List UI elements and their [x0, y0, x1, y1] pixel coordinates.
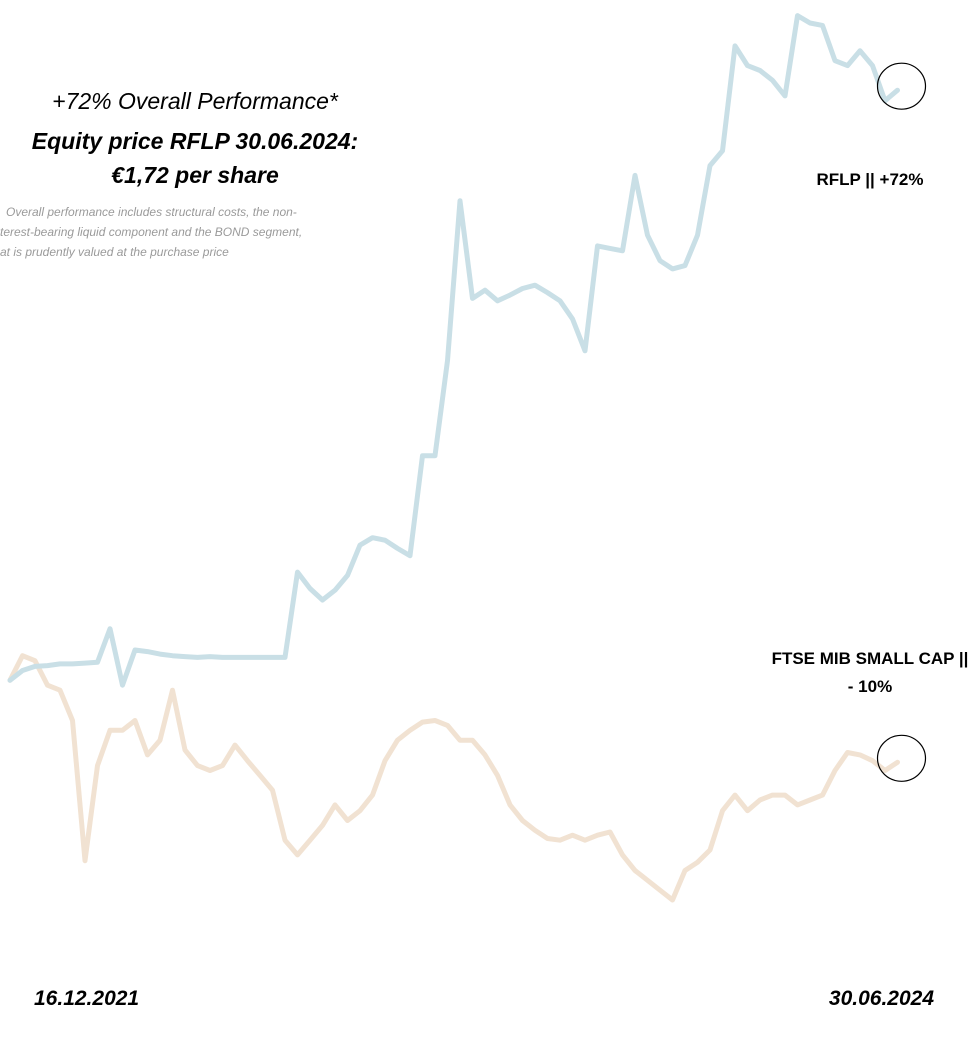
annotation-title: €1,72 per share: [111, 162, 279, 188]
annotation-title: Equity price RFLP 30.06.2024:: [31, 128, 359, 154]
end-marker-circle: [876, 62, 927, 110]
line-series: [7, 13, 900, 688]
series-label: RFLP || +72%: [816, 170, 924, 189]
series-label: FTSE MIB SMALL CAP || - 10%: [771, 649, 969, 696]
footnote: Overall performance includes structural …: [6, 205, 297, 219]
annotation-title: +72% Overall Performance*: [52, 88, 338, 114]
x-tick-label: 30.06.2024: [828, 987, 934, 1010]
end-marker-circle: [876, 734, 927, 782]
footnote: terest-bearing liquid component and the …: [0, 225, 303, 239]
footnote: at is prudently valued at the purchase p…: [0, 245, 229, 259]
x-tick-label: 16.12.2021: [34, 987, 140, 1010]
line-series: [7, 653, 900, 903]
